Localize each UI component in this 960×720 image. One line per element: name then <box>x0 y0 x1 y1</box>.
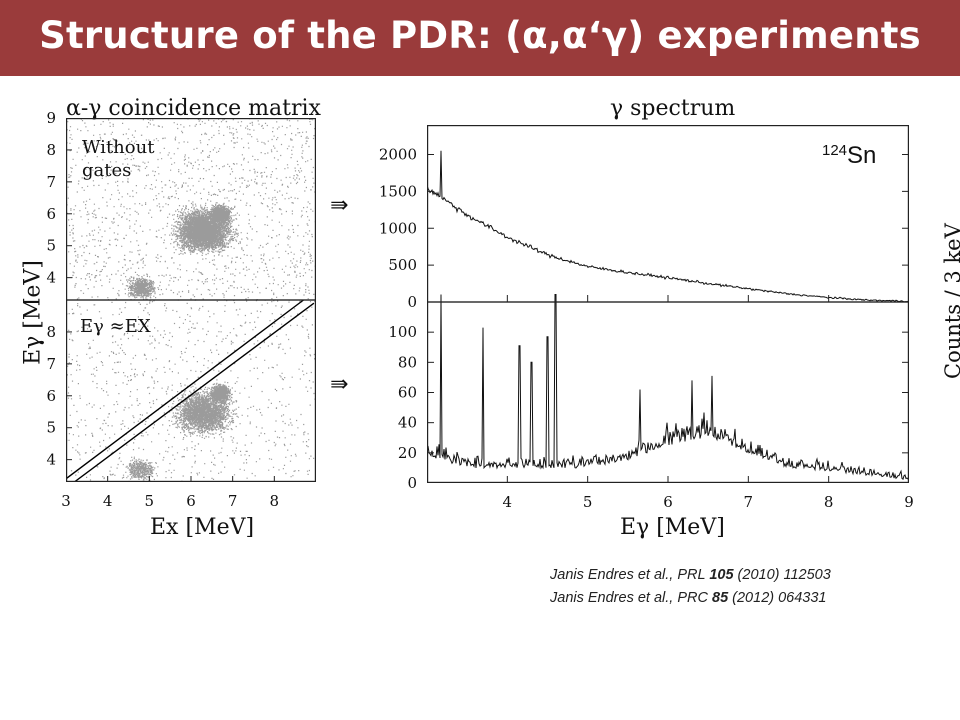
references: Janis Endres et al., PRL 105 (2010) 1125… <box>550 564 831 610</box>
matrix-top-ytick-label: 8 <box>46 141 56 159</box>
matrix-top-ytick-label: 7 <box>46 173 56 191</box>
gate-line-upper <box>66 299 304 480</box>
spectrum-xtick-label: 8 <box>824 493 834 511</box>
spectrum-bottom-ytick-label: 80 <box>398 353 417 371</box>
reference-2: Janis Endres et al., PRC 85 (2012) 06433… <box>550 587 831 610</box>
matrix-top-ytick-label: 4 <box>46 269 56 287</box>
spectrum-top-ytick-label: 0 <box>407 293 417 311</box>
matrix-point-cloud <box>66 118 316 482</box>
matrix-xtick-label: 4 <box>103 492 113 510</box>
arrow-top: ⇛ <box>330 193 349 218</box>
spectrum-xtick-label: 6 <box>663 493 673 511</box>
title-bar: Structure of the PDR: (α,α‘γ) experiment… <box>0 0 960 76</box>
matrix-top-label-line1: Without <box>82 137 155 158</box>
matrix-xtick-label: 3 <box>61 492 71 510</box>
matrix-bottom-ytick-label: 6 <box>46 387 56 405</box>
spectrum-bottom-ytick-label: 0 <box>407 474 417 492</box>
spectrum-bottom-line <box>427 294 909 481</box>
matrix-top-ytick-label: 5 <box>46 237 56 255</box>
spectrum-xtick-label: 5 <box>583 493 593 511</box>
spectrum-x-axis-label: Eγ [MeV] <box>620 515 725 540</box>
reference-2-volume: 85 <box>712 590 729 606</box>
matrix-xtick-label: 8 <box>270 492 280 510</box>
reference-1-suffix: (2010) 112503 <box>733 567 831 583</box>
arrow-bottom: ⇛ <box>330 372 349 397</box>
matrix-top-label-line2: gates <box>82 160 132 181</box>
matrix-bottom-ytick-label: 5 <box>46 419 56 437</box>
matrix-top-ytick-label: 6 <box>46 205 56 223</box>
matrix-xtick-label: 6 <box>186 492 196 510</box>
reference-1-volume: 105 <box>709 567 734 583</box>
spectrum-bottom-ytick-label: 40 <box>398 414 417 432</box>
spectrum-xtick-label: 4 <box>503 493 513 511</box>
matrix-heading: α-γ coincidence matrix <box>66 96 321 121</box>
spectrum-heading: γ spectrum <box>610 96 736 121</box>
reference-1: Janis Endres et al., PRL 105 (2010) 1125… <box>550 564 831 587</box>
coincidence-matrix-plot <box>66 118 316 482</box>
spectrum-y-axis-label: Counts / 3 keV <box>941 223 960 379</box>
spectrum-bottom-ytick-label: 100 <box>388 323 417 341</box>
slide-title: Structure of the PDR: (α,α‘γ) experiment… <box>39 14 921 57</box>
matrix-top-ytick-label: 9 <box>46 110 56 127</box>
spectrum-top-ytick-label: 1500 <box>379 182 417 200</box>
reference-2-prefix: Janis Endres et al., PRC <box>550 590 712 606</box>
matrix-bottom-ytick-label: 7 <box>46 355 56 373</box>
spectrum-top-ytick-label: 500 <box>388 256 417 274</box>
spectrum-top-ytick-label: 2000 <box>379 146 417 164</box>
matrix-tick-labels: 9 8 7 6 5 4 8 7 6 5 4 3 4 5 6 7 8 <box>46 110 280 510</box>
spectrum-bottom-ytick-label: 60 <box>398 384 417 402</box>
matrix-x-axis-label: Ex [MeV] <box>150 515 255 540</box>
isotope-symbol: Sn <box>847 142 877 169</box>
reference-2-suffix: (2012) 064331 <box>728 590 827 606</box>
gamma-spectrum-plot <box>427 125 909 483</box>
spectrum-tick-labels: 2000 1500 1000 500 0 100 80 60 40 20 0 4 5 6 7 8 9 <box>379 146 914 512</box>
isotope-mass: 124 <box>822 142 848 159</box>
matrix-xtick-label: 5 <box>145 492 155 510</box>
spectrum-top-ytick-label: 1000 <box>379 219 417 237</box>
spectrum-xtick-label: 7 <box>744 493 754 511</box>
gate-line-lower <box>73 302 315 482</box>
spectrum-bottom-ytick-label: 20 <box>398 444 417 462</box>
matrix-bottom-ytick-label: 8 <box>46 323 56 341</box>
isotope-label: 124Sn <box>822 142 876 170</box>
matrix-xtick-label: 7 <box>228 492 238 510</box>
matrix-bottom-ytick-label: 4 <box>46 451 56 469</box>
reference-1-prefix: Janis Endres et al., PRL <box>550 567 710 583</box>
spectrum-xtick-label: 9 <box>904 493 914 511</box>
matrix-bottom-label: Eγ ≈EX <box>80 316 151 337</box>
matrix-points <box>66 118 316 482</box>
